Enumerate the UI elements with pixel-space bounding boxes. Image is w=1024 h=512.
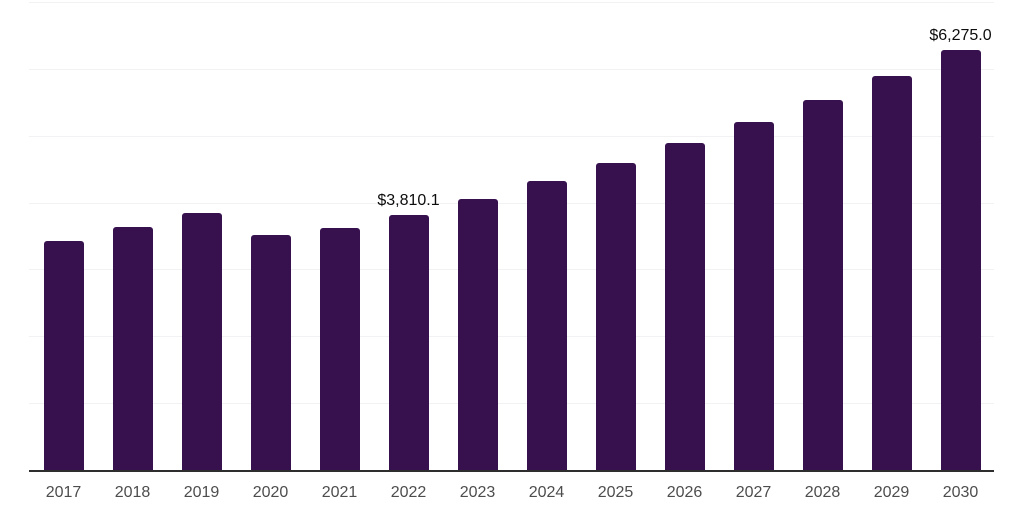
bar-value-label-2030: $6,275.0: [929, 27, 992, 45]
bar-2024: [526, 181, 567, 470]
gridline: [29, 2, 994, 3]
x-tick-label-2030: 2030: [942, 484, 979, 501]
x-tick-label-2020: 2020: [252, 484, 289, 501]
x-tick-label-2027: 2027: [735, 484, 772, 501]
bar-2028: [802, 99, 843, 470]
gridline: [29, 135, 994, 137]
x-tick-label-2021: 2021: [321, 484, 358, 501]
x-tick-label-2024: 2024: [528, 484, 565, 501]
x-tick-label-2029: 2029: [873, 484, 910, 501]
bar-2020: [250, 234, 291, 470]
x-tick-label-2019: 2019: [183, 484, 220, 501]
bar-2026: [664, 143, 705, 470]
x-tick-label-2026: 2026: [666, 484, 703, 501]
x-tick-label-2022: 2022: [390, 484, 427, 501]
x-tick-label-2017: 2017: [45, 484, 82, 501]
x-axis-line: [29, 470, 994, 472]
x-tick-label-2028: 2028: [804, 484, 841, 501]
bar-2021: [319, 227, 360, 470]
x-tick-label-2023: 2023: [459, 484, 496, 501]
gridline: [29, 269, 994, 271]
bar-2018: [112, 226, 153, 470]
bar-2019: [181, 212, 222, 470]
gridline: [29, 68, 994, 70]
bar-value-label-2022: $3,810.1: [377, 192, 440, 210]
bar-2022: [388, 215, 429, 470]
gridline: [29, 403, 994, 405]
gridline: [29, 202, 994, 204]
bar-2025: [595, 162, 636, 470]
bar-2030: [940, 50, 981, 470]
x-tick-label-2018: 2018: [114, 484, 151, 501]
bar-2017: [43, 240, 84, 470]
bar-2023: [457, 198, 498, 470]
x-tick-label-2025: 2025: [597, 484, 634, 501]
bar-2027: [733, 122, 774, 470]
gridline: [29, 336, 994, 338]
bar-2029: [871, 76, 912, 470]
